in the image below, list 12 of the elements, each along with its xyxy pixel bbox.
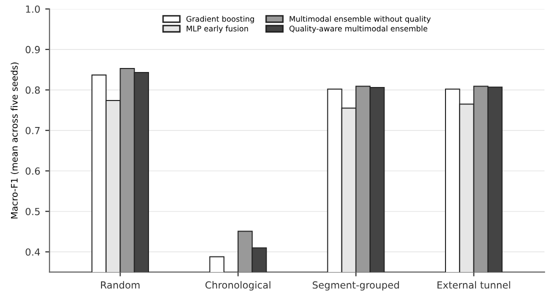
x-tick-label: Segment-grouped — [312, 281, 399, 291]
y-tick-label: 0.8 — [26, 86, 40, 94]
y-tick-label: 0.7 — [26, 126, 40, 134]
x-tick-label: Chronological — [205, 281, 270, 291]
y-tick-label: 1.0 — [26, 5, 40, 13]
y-tick-label: 0.6 — [26, 167, 40, 175]
y-tick-label: 0.4 — [26, 248, 40, 256]
y-axis-title: Macro-F1 (mean across five seeds) — [10, 62, 19, 218]
x-tick-label: External tunnel — [438, 281, 510, 289]
x-tick-label: Random — [101, 281, 140, 289]
y-tick-label: 0.9 — [26, 46, 40, 54]
y-tick-label: 0.5 — [26, 208, 40, 216]
